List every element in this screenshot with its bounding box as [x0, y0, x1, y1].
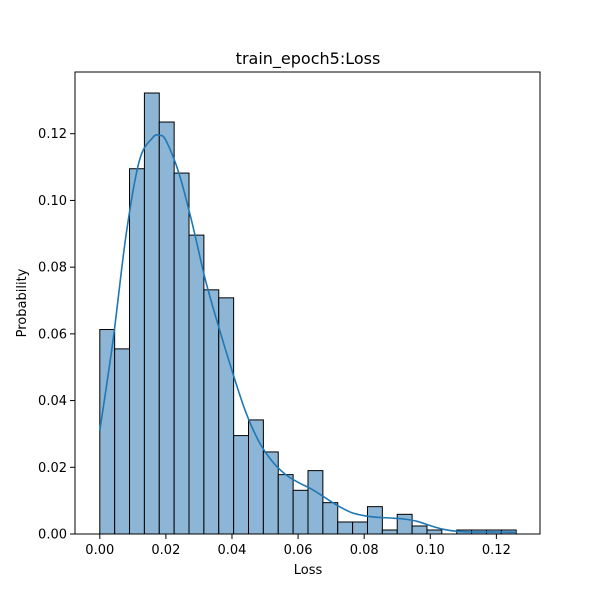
y-tick-label: 0.06: [38, 327, 67, 342]
histogram-bar: [262, 451, 279, 535]
histogram-bar: [337, 521, 354, 535]
histogram-bar: [352, 521, 368, 535]
y-tick-label: 0.04: [38, 394, 67, 409]
kde-curve: [98, 134, 517, 534]
histogram-bar: [158, 121, 175, 535]
histogram-bar: [322, 502, 339, 535]
y-tick-label: 0.08: [38, 261, 67, 276]
x-tick-label: 0.10: [416, 543, 445, 558]
y-tick-label: 0.00: [38, 528, 67, 543]
histogram-bar: [173, 172, 190, 535]
histogram-bar: [203, 289, 220, 535]
histogram-bar: [366, 506, 383, 535]
x-axis-ticks: 0.00 0.02 0.04 0.06 0.08 0.10 0.12: [85, 534, 511, 558]
histogram-bar: [426, 529, 443, 535]
histogram-bar: [277, 474, 294, 535]
x-tick-label: 0.08: [350, 543, 379, 558]
histogram-bar: [188, 234, 205, 535]
y-axis-ticks: 0.00 0.02 0.04 0.06 0.08 0.10 0.12: [38, 127, 75, 543]
histogram-bar: [411, 525, 428, 535]
histogram-bar: [381, 529, 398, 535]
plot-frame: [74, 71, 541, 535]
y-tick-label: 0.10: [38, 194, 67, 209]
y-tick-label: 0.02: [38, 461, 67, 476]
histogram-bar: [129, 168, 145, 535]
x-tick-label: 0.06: [284, 543, 313, 558]
histogram-bar: [292, 489, 309, 535]
histogram-bar: [396, 513, 413, 535]
x-tick-label: 0.04: [218, 543, 247, 558]
y-axis-label: Probability: [15, 268, 30, 337]
y-tick-label: 0.12: [38, 127, 67, 142]
x-tick-label: 0.12: [482, 543, 511, 558]
histogram-bar: [233, 435, 250, 535]
x-tick-label: 0.02: [151, 543, 180, 558]
histogram-bar: [143, 92, 160, 535]
histogram-bar: [307, 470, 324, 535]
bars-group: [99, 92, 517, 535]
x-tick-label: 0.00: [85, 543, 114, 558]
histogram-bar: [99, 329, 116, 535]
chart-title: train_epoch5:Loss: [236, 49, 381, 69]
histogram-bar: [114, 348, 131, 535]
x-axis-label: Loss: [294, 563, 323, 578]
